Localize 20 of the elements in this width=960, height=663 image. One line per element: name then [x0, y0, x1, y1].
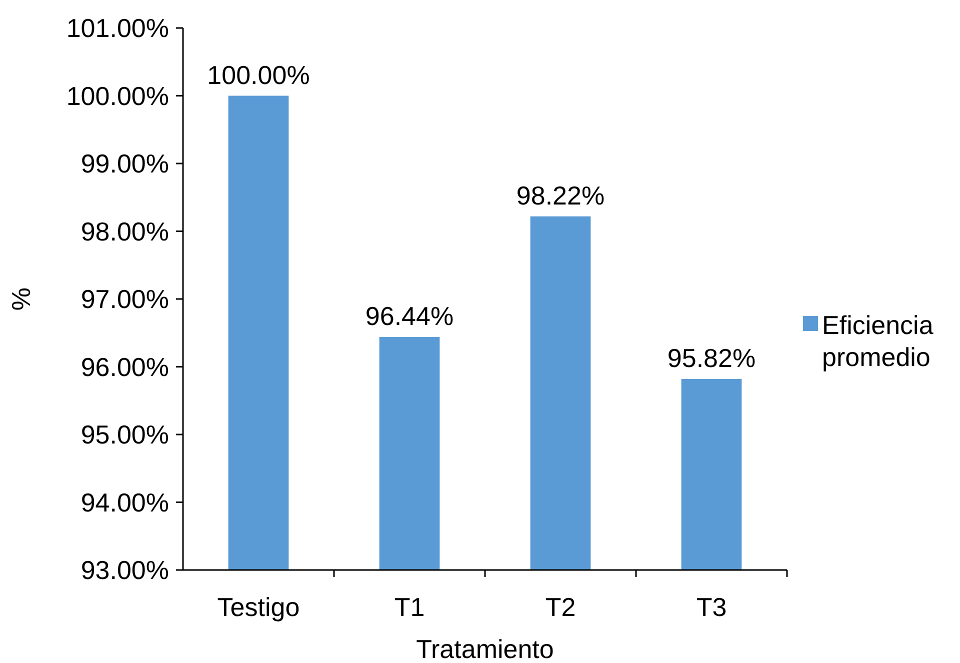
- y-tick-label: 97.00%: [80, 284, 169, 314]
- data-label: 96.44%: [365, 300, 454, 331]
- y-tick-label: 95.00%: [80, 420, 169, 450]
- y-tick-label: 101.00%: [66, 13, 169, 44]
- y-tick-label: 99.00%: [80, 148, 169, 179]
- legend-label: Eficiencia promedio: [822, 310, 934, 372]
- y-tick-label: 96.00%: [80, 352, 169, 382]
- x-axis-title: Tratamiento: [416, 634, 554, 663]
- data-label: 100.00%: [207, 60, 310, 90]
- y-tick-label: 100.00%: [66, 80, 169, 111]
- data-label: 95.82%: [667, 342, 756, 373]
- y-axis-title: %: [6, 287, 36, 311]
- y-tick-label: 93.00%: [80, 555, 169, 586]
- y-tick-label: 98.00%: [80, 216, 169, 246]
- x-tick-label: T2: [545, 592, 576, 622]
- x-tick-label: Testigo: [217, 592, 300, 622]
- y-tick-label: 94.00%: [80, 487, 169, 518]
- x-tick-label: T1: [394, 592, 425, 622]
- x-tick-label: T3: [696, 592, 727, 622]
- data-label: 98.22%: [516, 180, 605, 210]
